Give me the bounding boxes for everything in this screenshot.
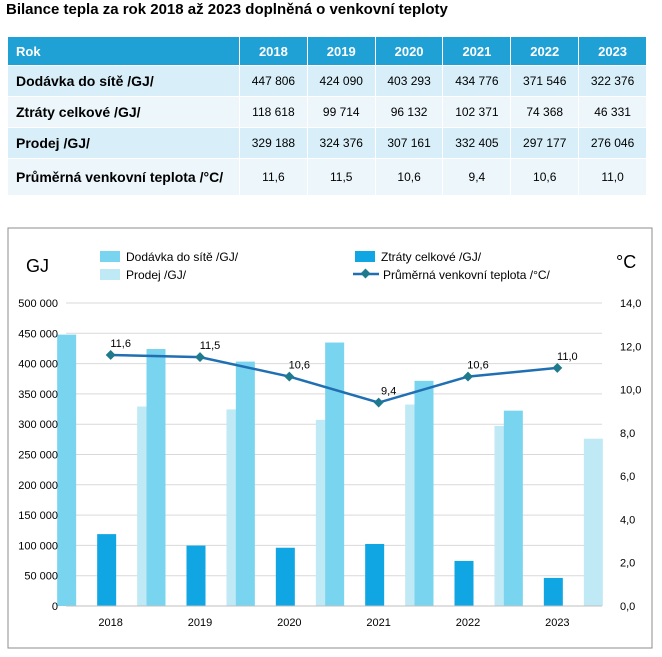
legend-marker-teplota [360,268,371,279]
legend-swatch-prodej [100,269,120,280]
data-table: Rok 2018 2019 2020 2021 2022 2023 Dodávk… [7,36,647,196]
y2-tick-label: 8,0 [620,428,635,440]
y2-tick-label: 0,0 [620,601,635,613]
y-tick-label: 0 [52,601,58,613]
table-header-row: Rok 2018 2019 2020 2021 2022 2023 [7,36,647,66]
y2-tick-label: 2,0 [620,558,635,570]
x-tick-label: 2018 [98,617,122,629]
y-tick-label: 300 000 [18,419,58,431]
table-row: Ztráty celkové /GJ/ 118 618 99 714 96 13… [7,96,647,128]
legend-label-prodej: Prodej /GJ/ [126,268,187,282]
x-tick-label: 2023 [545,617,569,629]
row-label: Dodávka do sítě /GJ/ [7,65,240,97]
y-tick-label: 450 000 [18,328,58,340]
bar-dodavka [414,380,434,606]
table-cell: 96 132 [374,96,444,128]
y-tick-label: 50 000 [24,571,58,583]
page-title: Bilance tepla za rok 2018 až 2023 doplně… [6,1,448,18]
table-cell: 11,6 [239,158,308,196]
y-tick-label: 400 000 [18,359,58,371]
point-teplota [284,371,295,382]
legend-swatch-ztraty [355,251,375,262]
y2-tick-label: 6,0 [620,471,635,483]
bar-dodavka [146,349,166,606]
table-cell: 424 090 [306,65,376,97]
table-cell: 371 546 [510,65,580,97]
table-row: Prodej /GJ/ 329 188 324 376 307 161 332 … [7,127,647,159]
header-year: 2019 [306,36,376,66]
legend-label-dodavka: Dodávka do sítě /GJ/ [126,250,239,264]
table-row: Dodávka do sítě /GJ/ 447 806 424 090 403… [7,65,647,97]
point-teplota [463,371,473,382]
y-tick-label: 200 000 [18,480,58,492]
bar-ztraty [275,547,295,606]
table-cell: 447 806 [239,65,308,97]
data-label-teplota: 11,6 [110,338,131,350]
header-year: 2023 [578,36,647,66]
x-tick-label: 2022 [456,617,480,629]
line-teplota [110,353,558,404]
header-year: 2018 [239,36,308,66]
table-cell: 118 618 [239,96,308,128]
table-cell: 403 293 [374,65,444,97]
table-cell: 11,5 [306,158,376,196]
table-cell: 297 177 [510,127,580,159]
table-cell: 9,4 [442,158,512,196]
table-cell: 276 046 [578,127,647,159]
data-label-teplota: 11,0 [557,351,578,363]
table-cell: 99 714 [306,96,376,128]
table-cell: 102 371 [442,96,512,128]
y-tick-label: 500 000 [18,298,58,310]
y2-axis-label: °C [616,252,636,272]
legend-swatch-dodavka [100,251,120,262]
y-tick-label: 250 000 [18,450,58,462]
table-row: Průměrná venkovní teplota /°C/ 11,6 11,5… [7,158,647,196]
legend-label-ztraty: Ztráty celkové /GJ/ [381,250,482,264]
table-cell: 307 161 [374,127,444,159]
y-tick-label: 350 000 [18,389,58,401]
bar-ztraty [97,534,117,606]
legend-label-teplota: Průměrná venkovní teplota /°C/ [383,268,551,282]
data-label-teplota: 11,5 [200,340,221,352]
y-axis-label: GJ [26,256,49,276]
header-year: 2021 [442,36,512,66]
table-cell: 10,6 [374,158,444,196]
bar-dodavka [57,334,77,606]
point-teplota [373,397,384,408]
y2-tick-label: 14,0 [620,298,641,310]
table-cell: 324 376 [306,127,376,159]
bar-ztraty [543,577,563,606]
table-cell: 11,0 [578,158,647,196]
x-tick-label: 2021 [366,617,390,629]
row-label: Průměrná venkovní teplota /°C/ [7,158,240,196]
table-cell: 10,6 [510,158,580,196]
data-label-teplota: 10,6 [467,360,488,372]
data-label-teplota: 10,6 [289,360,310,372]
y2-tick-label: 12,0 [620,341,641,353]
data-label-teplota: 9,4 [381,386,396,398]
table-cell: 332 405 [442,127,512,159]
bar-dodavka [325,342,345,606]
point-teplota [552,362,563,373]
bar-prodej [583,438,603,606]
bar-ztraty [454,560,474,606]
y-tick-label: 150 000 [18,510,58,522]
point-teplota [195,352,205,363]
x-tick-label: 2020 [277,617,301,629]
bar-dodavka [503,410,523,606]
bar-ztraty [365,543,385,606]
x-tick-label: 2019 [188,617,212,629]
bar-dodavka [235,361,255,606]
bar-ztraty [186,545,206,606]
row-label: Prodej /GJ/ [7,127,240,159]
y-tick-label: 100 000 [18,540,58,552]
y2-tick-label: 10,0 [620,385,641,397]
header-year: 2020 [374,36,444,66]
table-cell: 46 331 [578,96,647,128]
table-cell: 74 368 [510,96,580,128]
y2-tick-label: 4,0 [620,514,635,526]
table-cell: 329 188 [239,127,308,159]
